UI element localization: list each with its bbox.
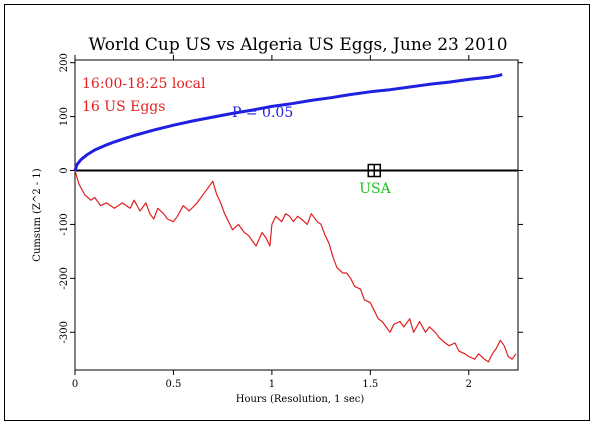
y-tick-label: -300 [59,321,70,343]
plot-area [74,59,519,371]
p-value-annotation: P = 0.05 [232,105,293,121]
x-tick-label: 0 [72,379,78,390]
event-marker-group [367,163,382,178]
event-label-usa: USA [359,181,391,197]
x-tick-label: 2 [466,379,472,390]
x-tick-label: 0.5 [165,379,181,390]
y-axis: -300 -200 -100 0 100 200 [59,53,523,343]
y-tick-label: 0 [59,167,70,173]
y-tick-label: -100 [59,213,70,235]
x-axis: 0 0.5 1 1.5 2 [72,55,472,390]
series-layer [73,73,518,363]
x-tick-label: 1 [269,379,275,390]
x-tick-label: 1.5 [362,379,378,390]
y-tick-label: 200 [59,53,70,72]
y-tick-label: 100 [59,107,70,126]
eggs-annotation: 16 US Eggs [82,99,165,115]
chart-frame [4,4,590,421]
chart-title: World Cup US vs Algeria US Eggs, June 23… [88,35,507,55]
y-axis-label: Cumsum (Z^2 - 1) [32,168,43,261]
time-range-annotation: 16:00-18:25 local [82,76,206,92]
cumsum-line [74,170,517,363]
p005-envelope-line [73,73,503,171]
x-axis-label: Hours (Resolution, 1 sec) [236,394,365,405]
y-tick-label: -200 [59,267,70,289]
